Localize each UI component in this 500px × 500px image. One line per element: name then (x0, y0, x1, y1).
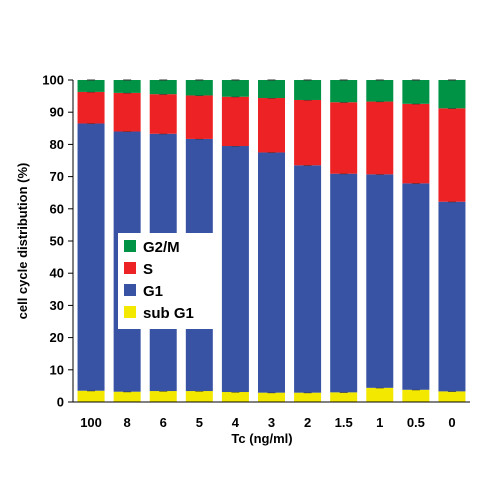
bar-segment-g1 (77, 123, 105, 391)
bar-segment-sub-g1 (258, 392, 285, 402)
y-tick-label: 20 (50, 330, 64, 345)
x-tick-label: 100 (80, 415, 102, 430)
bar-segment-g1 (258, 152, 285, 393)
legend-label: sub G1 (143, 305, 194, 322)
bar-segment-g2-m (77, 80, 105, 92)
bar-segment-g2-m (402, 80, 430, 104)
y-tick-label: 10 (50, 362, 64, 377)
y-tick-label: 70 (50, 169, 64, 184)
y-axis-title: cell cycle distribution (%) (15, 163, 30, 320)
y-tick-label: 0 (57, 395, 64, 410)
bar-segment-s (77, 91, 105, 124)
bar-segment-sub-g1 (185, 391, 213, 402)
y-tick-label: 80 (50, 137, 64, 152)
bar-segment-sub-g1 (149, 391, 177, 402)
bar-segment-g2-m (258, 80, 285, 99)
bar-segment-g1 (221, 146, 249, 393)
bar-segment-s (185, 95, 213, 139)
bar-segment-sub-g1 (366, 387, 394, 402)
legend-label: G1 (143, 283, 163, 300)
y-tick-label: 90 (50, 105, 64, 120)
y-tick-label: 30 (50, 298, 64, 313)
x-tick-label: 5 (196, 415, 203, 430)
legend-swatch (124, 262, 136, 274)
legend-swatch (124, 284, 136, 296)
bar-segment-g1 (366, 174, 394, 388)
bar-segment-g2-m (185, 80, 213, 96)
bar-segment-g2-m (438, 80, 466, 109)
bar-segment-sub-g1 (402, 389, 430, 402)
x-axis-title: Tc (ng/ml) (231, 431, 292, 446)
x-axis: 100 8 6 5 4 3 2 1.5 1 0.5 0 (73, 401, 470, 430)
bar-segment-g2-m (113, 80, 141, 93)
bar-segment-sub-g1 (294, 392, 322, 402)
bar-segment-s (149, 94, 177, 134)
bar-segment-g2-m (149, 80, 177, 95)
bar-segment-sub-g1 (330, 392, 358, 402)
x-tick-label: 0 (448, 415, 455, 430)
bar-segment-g2-m (294, 80, 322, 100)
bar-segment-g1 (294, 165, 322, 393)
y-axis: 0 10 20 30 40 50 60 70 80 90 100 (42, 73, 74, 410)
y-tick-label: 40 (50, 266, 64, 281)
bar-segment-s (221, 96, 249, 147)
bar-segment-g1 (438, 201, 466, 392)
bar-segment-g2-m (330, 80, 358, 103)
y-tick-label: 100 (42, 73, 64, 88)
x-tick-label: 2 (304, 415, 311, 430)
bar-segment-g1 (330, 173, 358, 393)
bar-segment-sub-g1 (113, 391, 141, 402)
legend: G2/M S G1 sub G1 (118, 233, 214, 329)
legend-swatch (124, 240, 136, 252)
bar-segment-s (330, 102, 358, 174)
y-tick-label: 60 (50, 201, 64, 216)
y-tick-label: 50 (50, 234, 64, 249)
bar-segment-g2-m (366, 80, 394, 102)
x-tick-label: 1.5 (335, 415, 353, 430)
bar-segment-s (402, 103, 430, 184)
legend-label: S (143, 261, 153, 278)
x-tick-label: 4 (232, 415, 240, 430)
x-tick-label: 6 (160, 415, 167, 430)
bar-segment-s (294, 99, 322, 166)
x-tick-label: 3 (268, 415, 275, 430)
bar-segment-s (366, 101, 394, 175)
bar-segment-sub-g1 (77, 390, 105, 402)
x-tick-label: 0.5 (407, 415, 425, 430)
bar-segment-s (258, 98, 285, 153)
bar-segment-s (438, 108, 466, 202)
bar-segment-s (113, 92, 141, 132)
x-tick-label: 8 (124, 415, 131, 430)
bar-segment-g1 (402, 183, 430, 390)
x-tick-label: 1 (376, 415, 383, 430)
legend-swatch (124, 306, 136, 318)
bar-segment-g2-m (221, 80, 249, 97)
legend-label: G2/M (143, 239, 180, 256)
bar-segment-sub-g1 (221, 392, 249, 402)
bar-segment-sub-g1 (438, 391, 466, 402)
